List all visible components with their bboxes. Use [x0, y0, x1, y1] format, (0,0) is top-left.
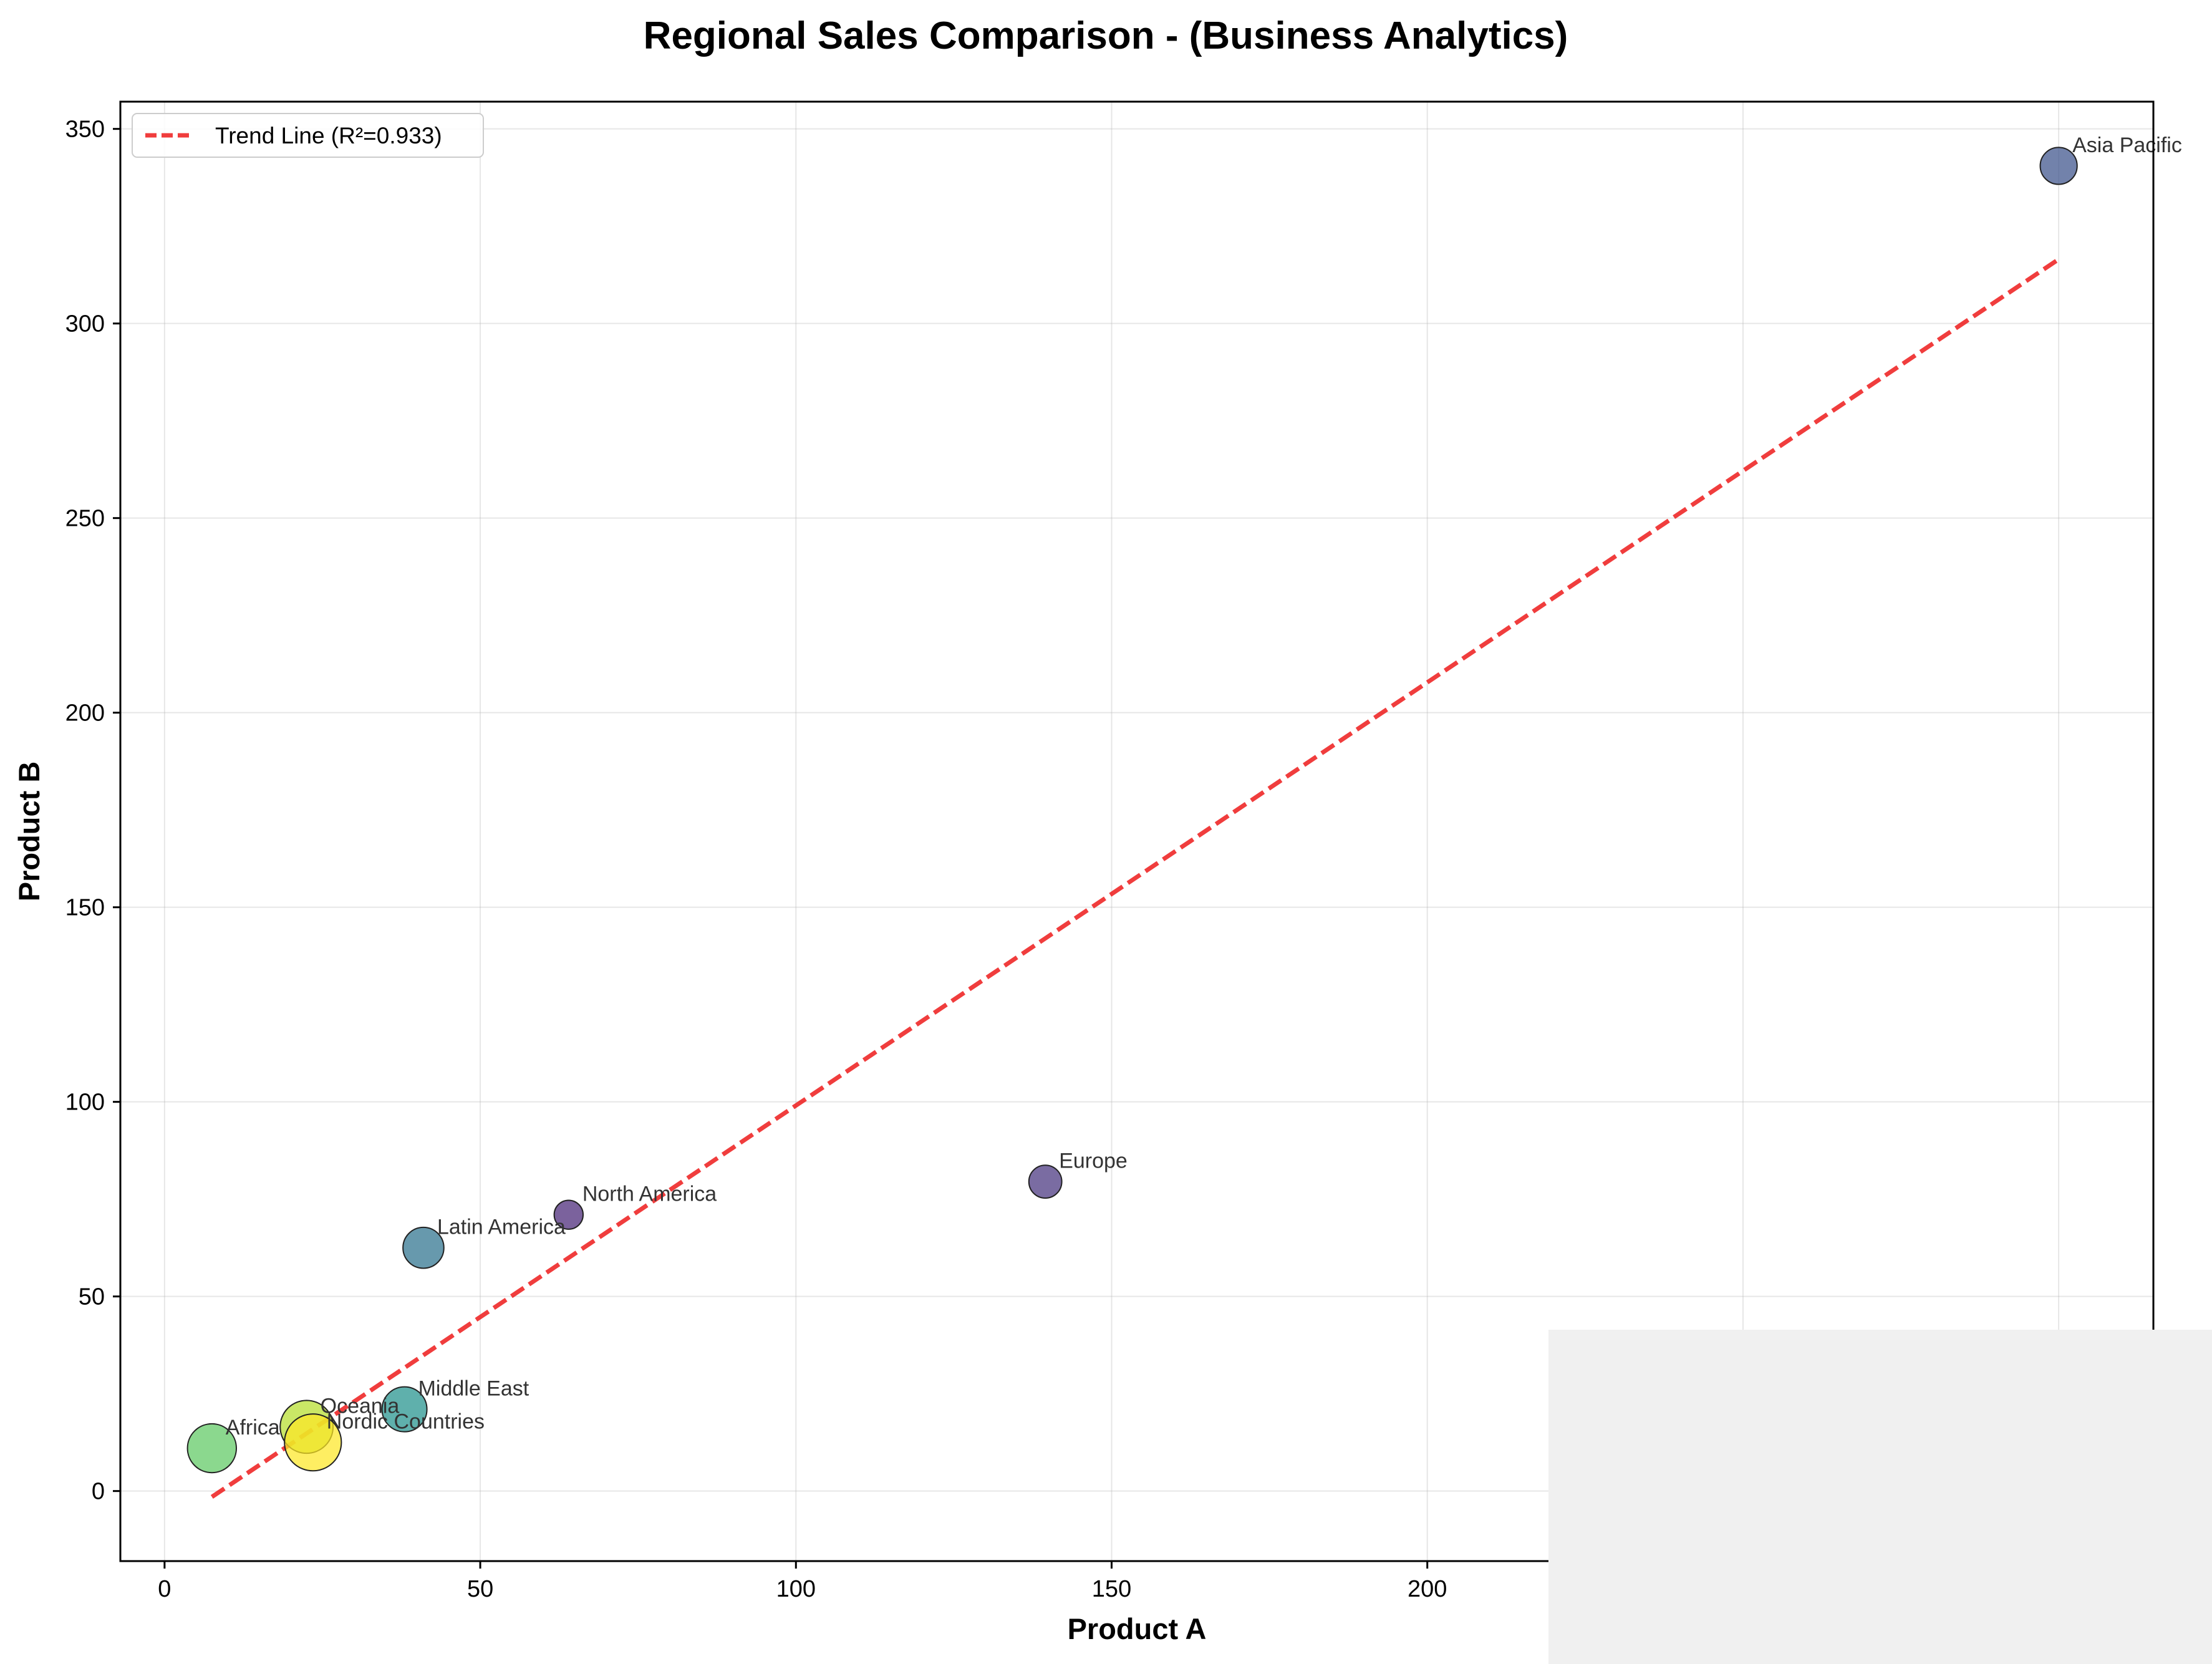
y-tick-label: 100 [65, 1090, 105, 1116]
points-layer [186, 147, 2078, 1474]
point-label: Nordic Countries [327, 1410, 485, 1434]
grid-lines [120, 102, 2153, 1561]
scatter-point [402, 1226, 445, 1269]
x-tick-label: 100 [776, 1576, 816, 1602]
point-label: Oceania [321, 1395, 400, 1418]
scatter-point [2039, 147, 2078, 185]
legend-trend-label: Trend Line (R²=0.933) [215, 123, 442, 148]
point-label: Asia Pacific [2072, 133, 2182, 157]
x-axis-ticks: 0 50 100 150 200 [158, 1561, 1447, 1602]
point-label: Latin America [437, 1216, 566, 1239]
point-label: North America [582, 1183, 717, 1206]
y-tick-label: 200 [65, 700, 105, 727]
y-tick-label: 150 [65, 895, 105, 921]
y-axis-ticks: 0 50 100 150 200 250 300 350 [65, 117, 120, 1505]
point-labels: North America Europe Asia Pacific Latin Ame… [226, 133, 2182, 1439]
scatter-point [381, 1386, 428, 1433]
scatter-point [553, 1199, 584, 1230]
y-tick-label: 50 [79, 1284, 105, 1310]
scatter-point [284, 1413, 342, 1472]
point-label: Europe [1059, 1149, 1128, 1173]
chart-title: Regional Sales Comparison - (Business An… [644, 14, 1568, 57]
y-tick-label: 0 [92, 1479, 105, 1505]
y-tick-label: 300 [65, 311, 105, 337]
legend: Trend Line (R²=0.933) [132, 113, 484, 158]
point-label: Middle East [418, 1377, 529, 1401]
scatter-point [186, 1423, 238, 1474]
y-axis-label: Product B [12, 762, 46, 902]
scatter-point [1028, 1164, 1063, 1199]
x-tick-label: 150 [1092, 1576, 1131, 1602]
x-tick-label: 200 [1408, 1576, 1447, 1602]
legend-box [132, 113, 484, 158]
y-tick-label: 250 [65, 506, 105, 532]
y-tick-label: 350 [65, 117, 105, 143]
plot-frame [119, 100, 2155, 1562]
point-label: Africa [226, 1416, 280, 1439]
x-tick-label: 0 [158, 1576, 171, 1602]
trend-line [210, 257, 2060, 1499]
x-tick-label: 50 [467, 1576, 493, 1602]
x-axis-label: Product A [1068, 1612, 1207, 1645]
trend-layer [210, 257, 2060, 1499]
overlay-panel [1548, 1330, 2212, 1664]
